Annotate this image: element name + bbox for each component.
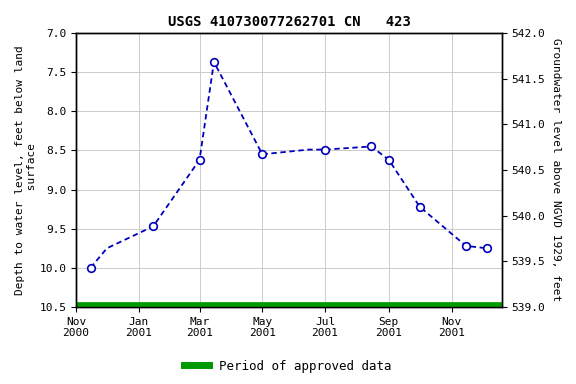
Title: USGS 410730077262701 CN   423: USGS 410730077262701 CN 423 [168,15,411,29]
Y-axis label: Groundwater level above NGVD 1929, feet: Groundwater level above NGVD 1929, feet [551,38,561,301]
Legend: Period of approved data: Period of approved data [179,355,397,378]
Y-axis label: Depth to water level, feet below land
 surface: Depth to water level, feet below land su… [15,45,37,295]
